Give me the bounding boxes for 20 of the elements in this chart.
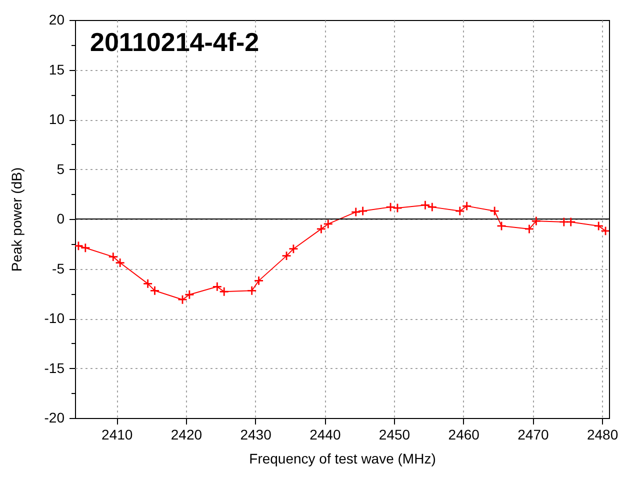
x-tick-label: 2410 bbox=[102, 426, 133, 442]
y-tick-label: 15 bbox=[48, 61, 65, 78]
y-tick-label: 10 bbox=[48, 111, 65, 127]
y-tick-label: 20 bbox=[48, 12, 65, 28]
x-tick-label: 2450 bbox=[378, 426, 410, 442]
y-tick-label: -15 bbox=[44, 360, 65, 376]
x-tick-label: 2460 bbox=[448, 426, 480, 442]
x-tick-label: 2420 bbox=[170, 426, 202, 442]
y-tick-label: -20 bbox=[44, 410, 65, 426]
x-tick-label: 2430 bbox=[240, 426, 272, 442]
y-tick-label: 5 bbox=[56, 160, 65, 177]
x-axis-title: Frequency of test wave (MHz) bbox=[249, 450, 436, 466]
y-tick-label: 0 bbox=[56, 210, 65, 226]
y-tick-label: -5 bbox=[52, 260, 65, 276]
y-tick-label: -10 bbox=[44, 310, 65, 326]
y-axis-title: Peak power (dB) bbox=[8, 167, 24, 272]
x-tick-label: 2470 bbox=[518, 426, 549, 442]
x-tick-label: 2440 bbox=[310, 426, 341, 442]
chart-title: 20110214-4f-2 bbox=[90, 27, 260, 57]
x-tick-label: 2480 bbox=[586, 426, 618, 442]
